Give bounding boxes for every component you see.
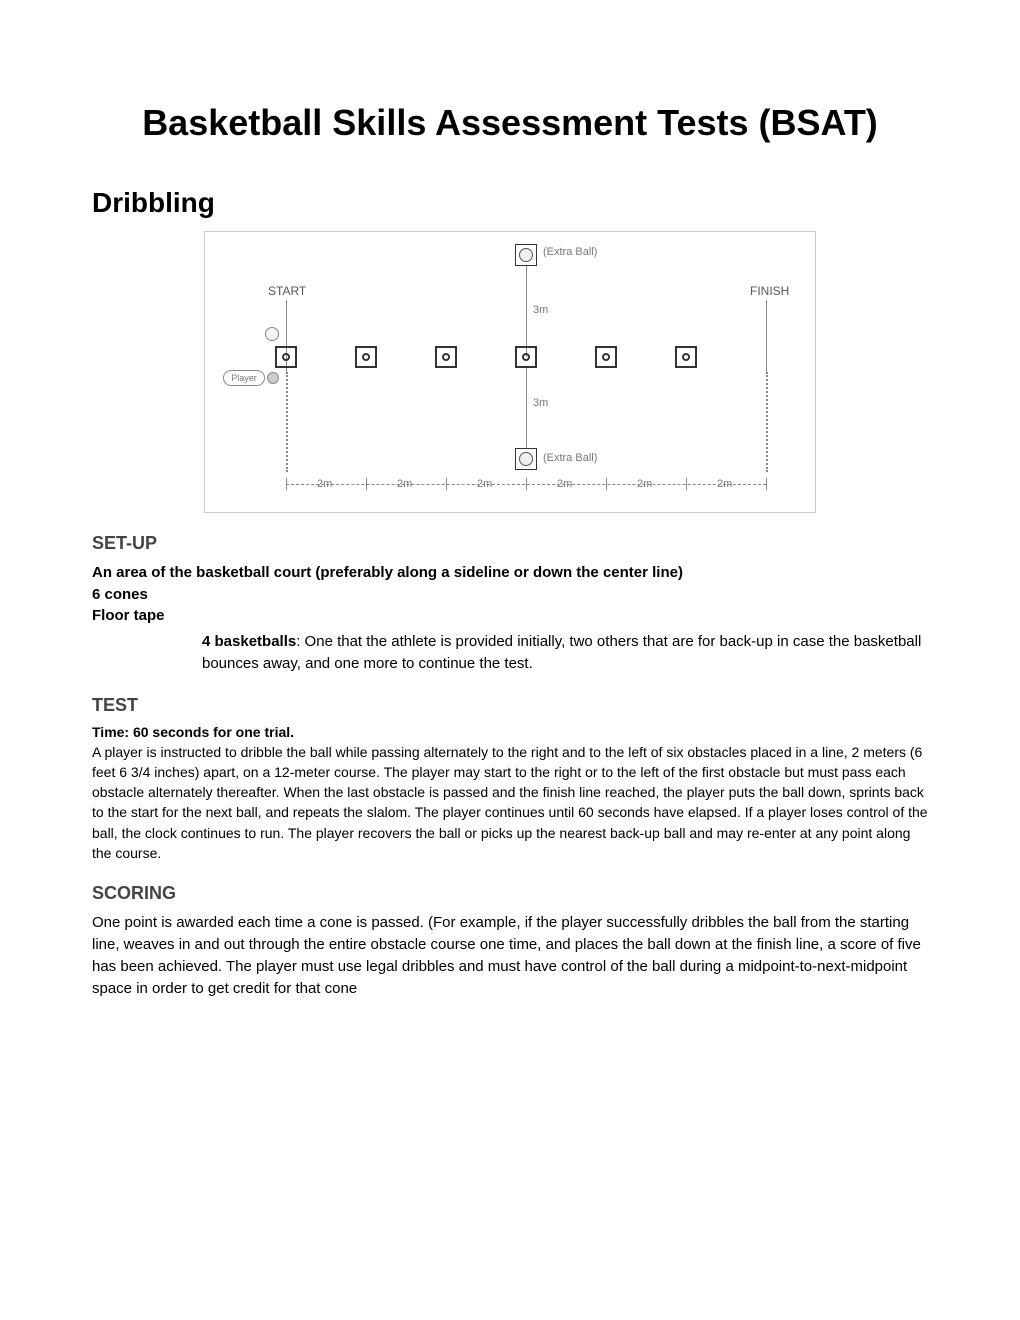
extra-ball-top-label: (Extra Ball): [543, 246, 597, 258]
page: Basketball Skills Assessment Tests (BSAT…: [0, 0, 1020, 1320]
start-line-dashed: [286, 372, 288, 472]
tick-1: [366, 478, 367, 490]
section-heading-dribbling: Dribbling: [92, 187, 928, 219]
diagram-wrapper: (Extra Ball) 3m START FINISH Player: [92, 231, 928, 513]
dist-2m-4: 2m: [557, 478, 572, 490]
cone-4: [515, 346, 537, 368]
loose-ball-start: [265, 327, 279, 341]
test-para: A player is instructed to dribble the ba…: [92, 742, 928, 864]
player-marker: Player: [223, 370, 265, 386]
cone-3: [435, 346, 457, 368]
extra-ball-top: [519, 248, 533, 262]
scoring-para: One point is awarded each time a cone is…: [92, 912, 928, 999]
tick-3: [526, 478, 527, 490]
setup-line-1: An area of the basketball court (prefera…: [92, 562, 928, 584]
setup-line-2: 6 cones: [92, 584, 928, 606]
extra-ball-bottom: [519, 452, 533, 466]
dist-2m-5: 2m: [637, 478, 652, 490]
dist-3m-top: 3m: [533, 304, 548, 316]
line-extra-top: [526, 266, 527, 357]
cone-dot-1: [282, 353, 290, 361]
tick-0: [286, 478, 287, 490]
cone-5: [595, 346, 617, 368]
cone-2: [355, 346, 377, 368]
setup-line-3: Floor tape: [92, 605, 928, 627]
cone-dot-3: [442, 353, 450, 361]
dist-3m-bottom: 3m: [533, 397, 548, 409]
setup-heading: SET-UP: [92, 533, 928, 554]
extra-ball-top-square: [515, 244, 537, 266]
cone-dot-4: [522, 353, 530, 361]
extra-ball-bottom-label: (Extra Ball): [543, 452, 597, 464]
cone-dot-6: [682, 353, 690, 361]
cone-1: [275, 346, 297, 368]
dist-2m-6: 2m: [717, 478, 732, 490]
cone-dot-5: [602, 353, 610, 361]
tick-2: [446, 478, 447, 490]
tick-5: [686, 478, 687, 490]
dist-2m-2: 2m: [397, 478, 412, 490]
finish-line-dashed: [766, 372, 768, 472]
scoring-heading: SCORING: [92, 883, 928, 904]
extra-ball-bottom-square: [515, 448, 537, 470]
setup-indent-bold: 4 basketballs: [202, 633, 296, 650]
test-time-line: Time: 60 seconds for one trial.: [92, 724, 928, 740]
setup-indent-para: 4 basketballs: One that the athlete is p…: [202, 631, 928, 675]
cone-6: [675, 346, 697, 368]
finish-label: FINISH: [750, 284, 789, 298]
dribbling-diagram: (Extra Ball) 3m START FINISH Player: [204, 231, 816, 513]
line-extra-bottom: [526, 368, 527, 448]
setup-indent-rest: : One that the athlete is provided initi…: [202, 633, 921, 672]
player-dot: [267, 372, 279, 384]
dist-2m-1: 2m: [317, 478, 332, 490]
tick-6: [766, 478, 767, 490]
test-heading: TEST: [92, 695, 928, 716]
tick-4: [606, 478, 607, 490]
start-label: START: [268, 284, 306, 298]
finish-line-solid: [766, 300, 767, 372]
main-title: Basketball Skills Assessment Tests (BSAT…: [92, 100, 928, 147]
cone-dot-2: [362, 353, 370, 361]
dist-2m-3: 2m: [477, 478, 492, 490]
